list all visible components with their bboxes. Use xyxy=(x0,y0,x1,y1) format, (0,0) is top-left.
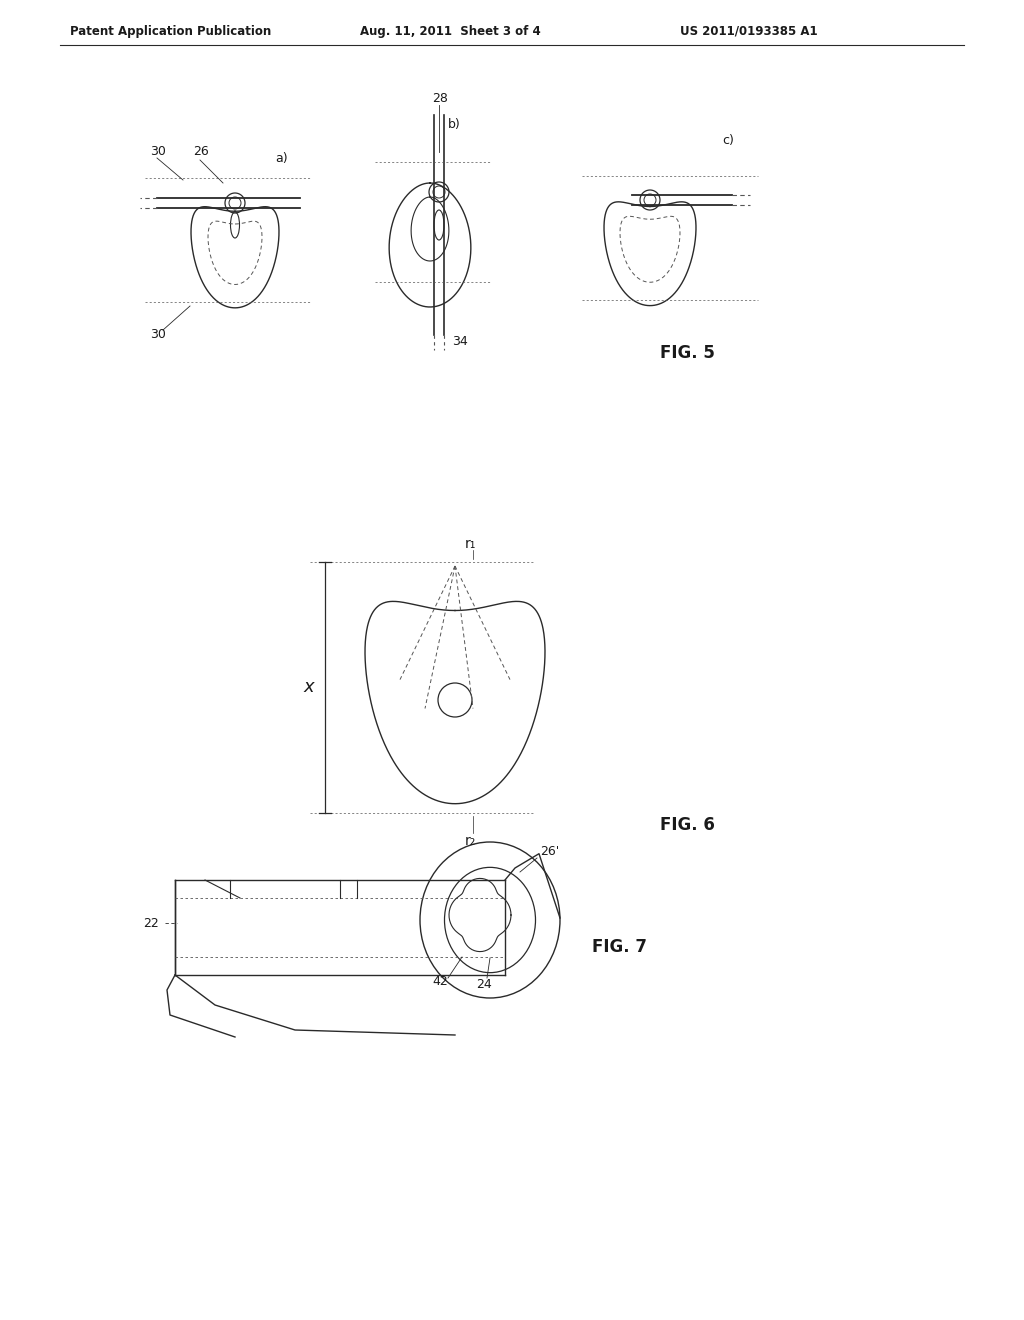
Text: 42: 42 xyxy=(432,975,447,987)
Text: 30: 30 xyxy=(150,145,166,158)
Text: 26': 26' xyxy=(540,845,559,858)
Text: a): a) xyxy=(275,152,288,165)
Text: r₂: r₂ xyxy=(465,834,476,847)
Text: 28: 28 xyxy=(432,92,447,106)
Text: 30: 30 xyxy=(150,327,166,341)
Text: c): c) xyxy=(722,135,734,147)
Text: Patent Application Publication: Patent Application Publication xyxy=(70,25,271,38)
Text: FIG. 5: FIG. 5 xyxy=(660,345,715,362)
Text: 34: 34 xyxy=(452,335,468,348)
Text: 26: 26 xyxy=(193,145,209,158)
Text: r₁: r₁ xyxy=(465,537,476,550)
Text: x: x xyxy=(303,678,313,697)
Text: 22: 22 xyxy=(143,917,159,931)
Text: FIG. 6: FIG. 6 xyxy=(660,816,715,834)
Text: FIG. 7: FIG. 7 xyxy=(592,939,647,956)
Text: 24: 24 xyxy=(476,978,492,991)
Text: US 2011/0193385 A1: US 2011/0193385 A1 xyxy=(680,25,817,38)
Text: b): b) xyxy=(449,117,461,131)
Text: Aug. 11, 2011  Sheet 3 of 4: Aug. 11, 2011 Sheet 3 of 4 xyxy=(360,25,541,38)
